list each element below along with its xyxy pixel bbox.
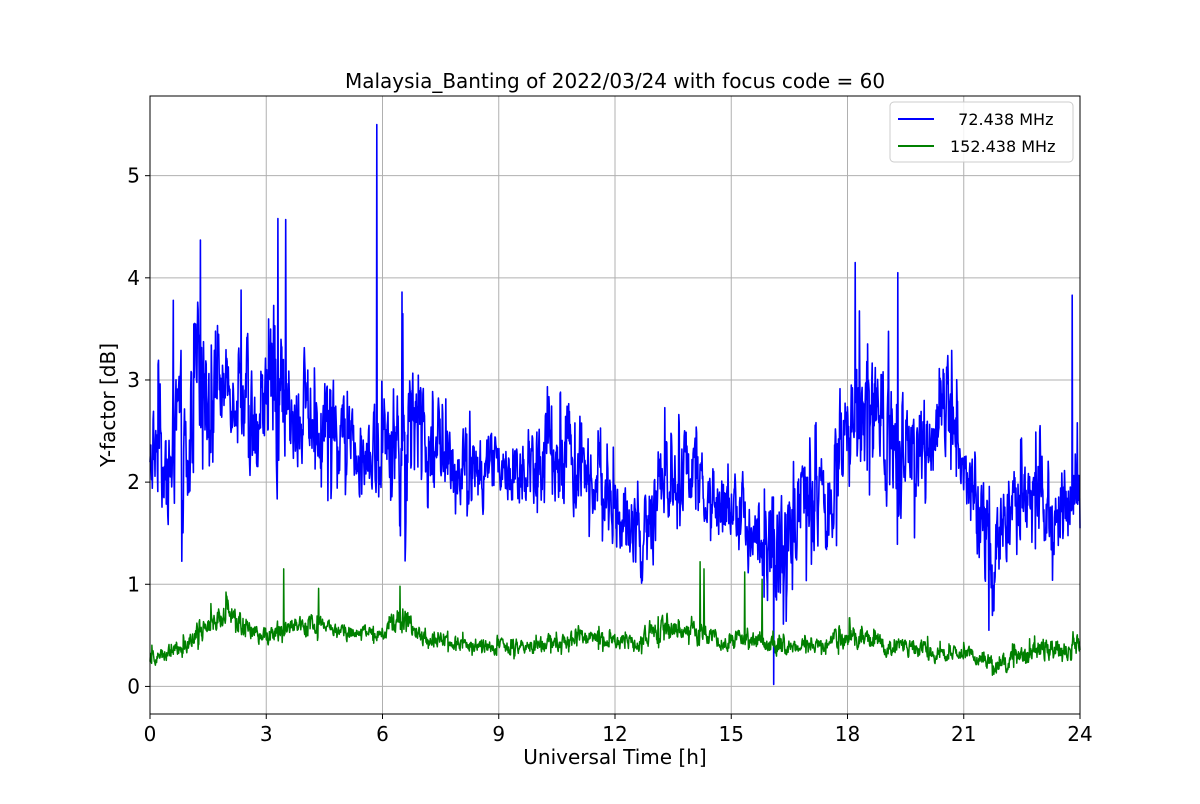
plot-series: [149, 123, 1081, 686]
x-axis-label: Universal Time [h]: [523, 745, 706, 769]
y-tick-label: 0: [127, 674, 140, 698]
y-tick-label: 5: [127, 164, 140, 188]
y-tick-label: 1: [127, 572, 140, 596]
series-line-0: [149, 123, 1081, 686]
y-tick-label: 3: [127, 368, 140, 392]
x-tick-label: 3: [260, 722, 273, 746]
x-tick-label: 15: [719, 722, 744, 746]
legend-label-152mhz: 152.438 MHz: [950, 137, 1055, 156]
x-tick-label: 0: [144, 722, 157, 746]
x-tick-label: 12: [602, 722, 627, 746]
x-tick-label: 9: [492, 722, 505, 746]
chart-title: Malaysia_Banting of 2022/03/24 with focu…: [345, 69, 885, 93]
y-tick-label: 2: [127, 470, 140, 494]
x-tick-label: 24: [1067, 722, 1092, 746]
x-tick-label: 21: [951, 722, 976, 746]
legend-box: [889, 101, 1074, 163]
series-line-1: [149, 561, 1081, 676]
x-tick-label: 18: [835, 722, 860, 746]
y-axis-label: Y-factor [dB]: [96, 343, 120, 468]
y-tick-label: 4: [127, 266, 140, 290]
legend: 72.438 MHz 152.438 MHz: [889, 101, 1074, 163]
x-tick-label: 6: [376, 722, 389, 746]
legend-label-72mhz: 72.438 MHz: [948, 110, 1053, 129]
